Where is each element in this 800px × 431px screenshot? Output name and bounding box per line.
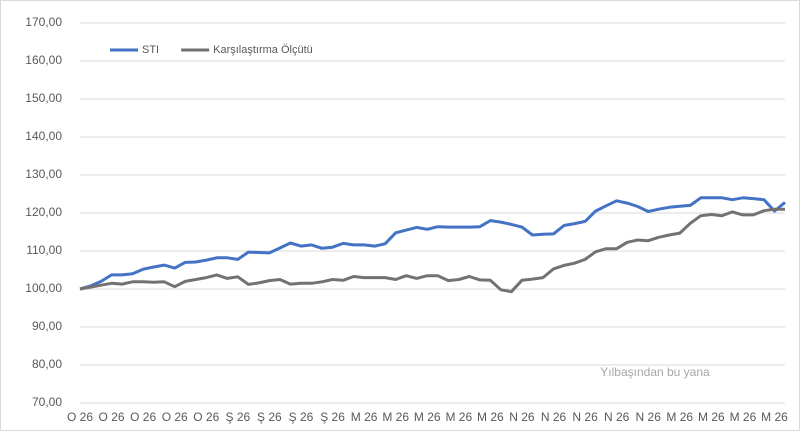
x-tick-label: M 26 [666,410,693,424]
x-tick-label: Ş 26 [225,410,250,424]
y-tick-label: 110,00 [26,243,62,257]
legend-label: STI [142,44,159,56]
x-tick-label: O 26 [99,410,125,424]
x-tick-label: N 26 [604,410,630,424]
x-tick-label: N 26 [572,410,598,424]
legend-label: Karşılaştırma Ölçütü [213,44,313,56]
line-series [79,196,786,291]
y-tick-label: 130,00 [25,167,62,181]
x-tick-label: N 26 [509,410,535,424]
x-tick-label: M 26 [445,410,472,424]
y-tick-label: 140,00 [25,129,62,143]
y-tick-label: 80,00 [32,357,62,371]
x-tick-label: Ş 26 [257,410,282,424]
x-tick-label: M 26 [414,410,441,424]
y-tick-label: 90,00 [32,319,62,333]
y-tick-label: 150,00 [25,91,62,105]
x-tick-label: O 26 [67,410,93,424]
x-tick-label: O 26 [130,410,156,424]
y-tick-label: 120,00 [25,205,62,219]
annotation: Yılbaşından bu yana [600,365,710,379]
x-tick-label: M 26 [382,410,409,424]
x-tick-label: M 26 [730,410,757,424]
y-tick-label: 160,00 [25,53,62,67]
x-tick-label: N 26 [541,410,567,424]
x-tick-label: Ş 26 [320,410,345,424]
x-tick-label: Ş 26 [289,410,314,424]
x-tick-label: M 26 [761,410,788,424]
x-tick-label: N 26 [636,410,662,424]
x-tick-label: M 26 [351,410,378,424]
y-tick-label: 70,00 [32,395,62,409]
x-tick-label: M 26 [477,410,504,424]
x-tick-label: M 26 [698,410,725,424]
y-tick-label: 100,00 [25,281,62,295]
line-series [79,207,785,294]
x-tick-label: O 26 [193,410,219,424]
y-tick-label: 170,00 [25,15,62,29]
x-tick-label: O 26 [162,410,188,424]
